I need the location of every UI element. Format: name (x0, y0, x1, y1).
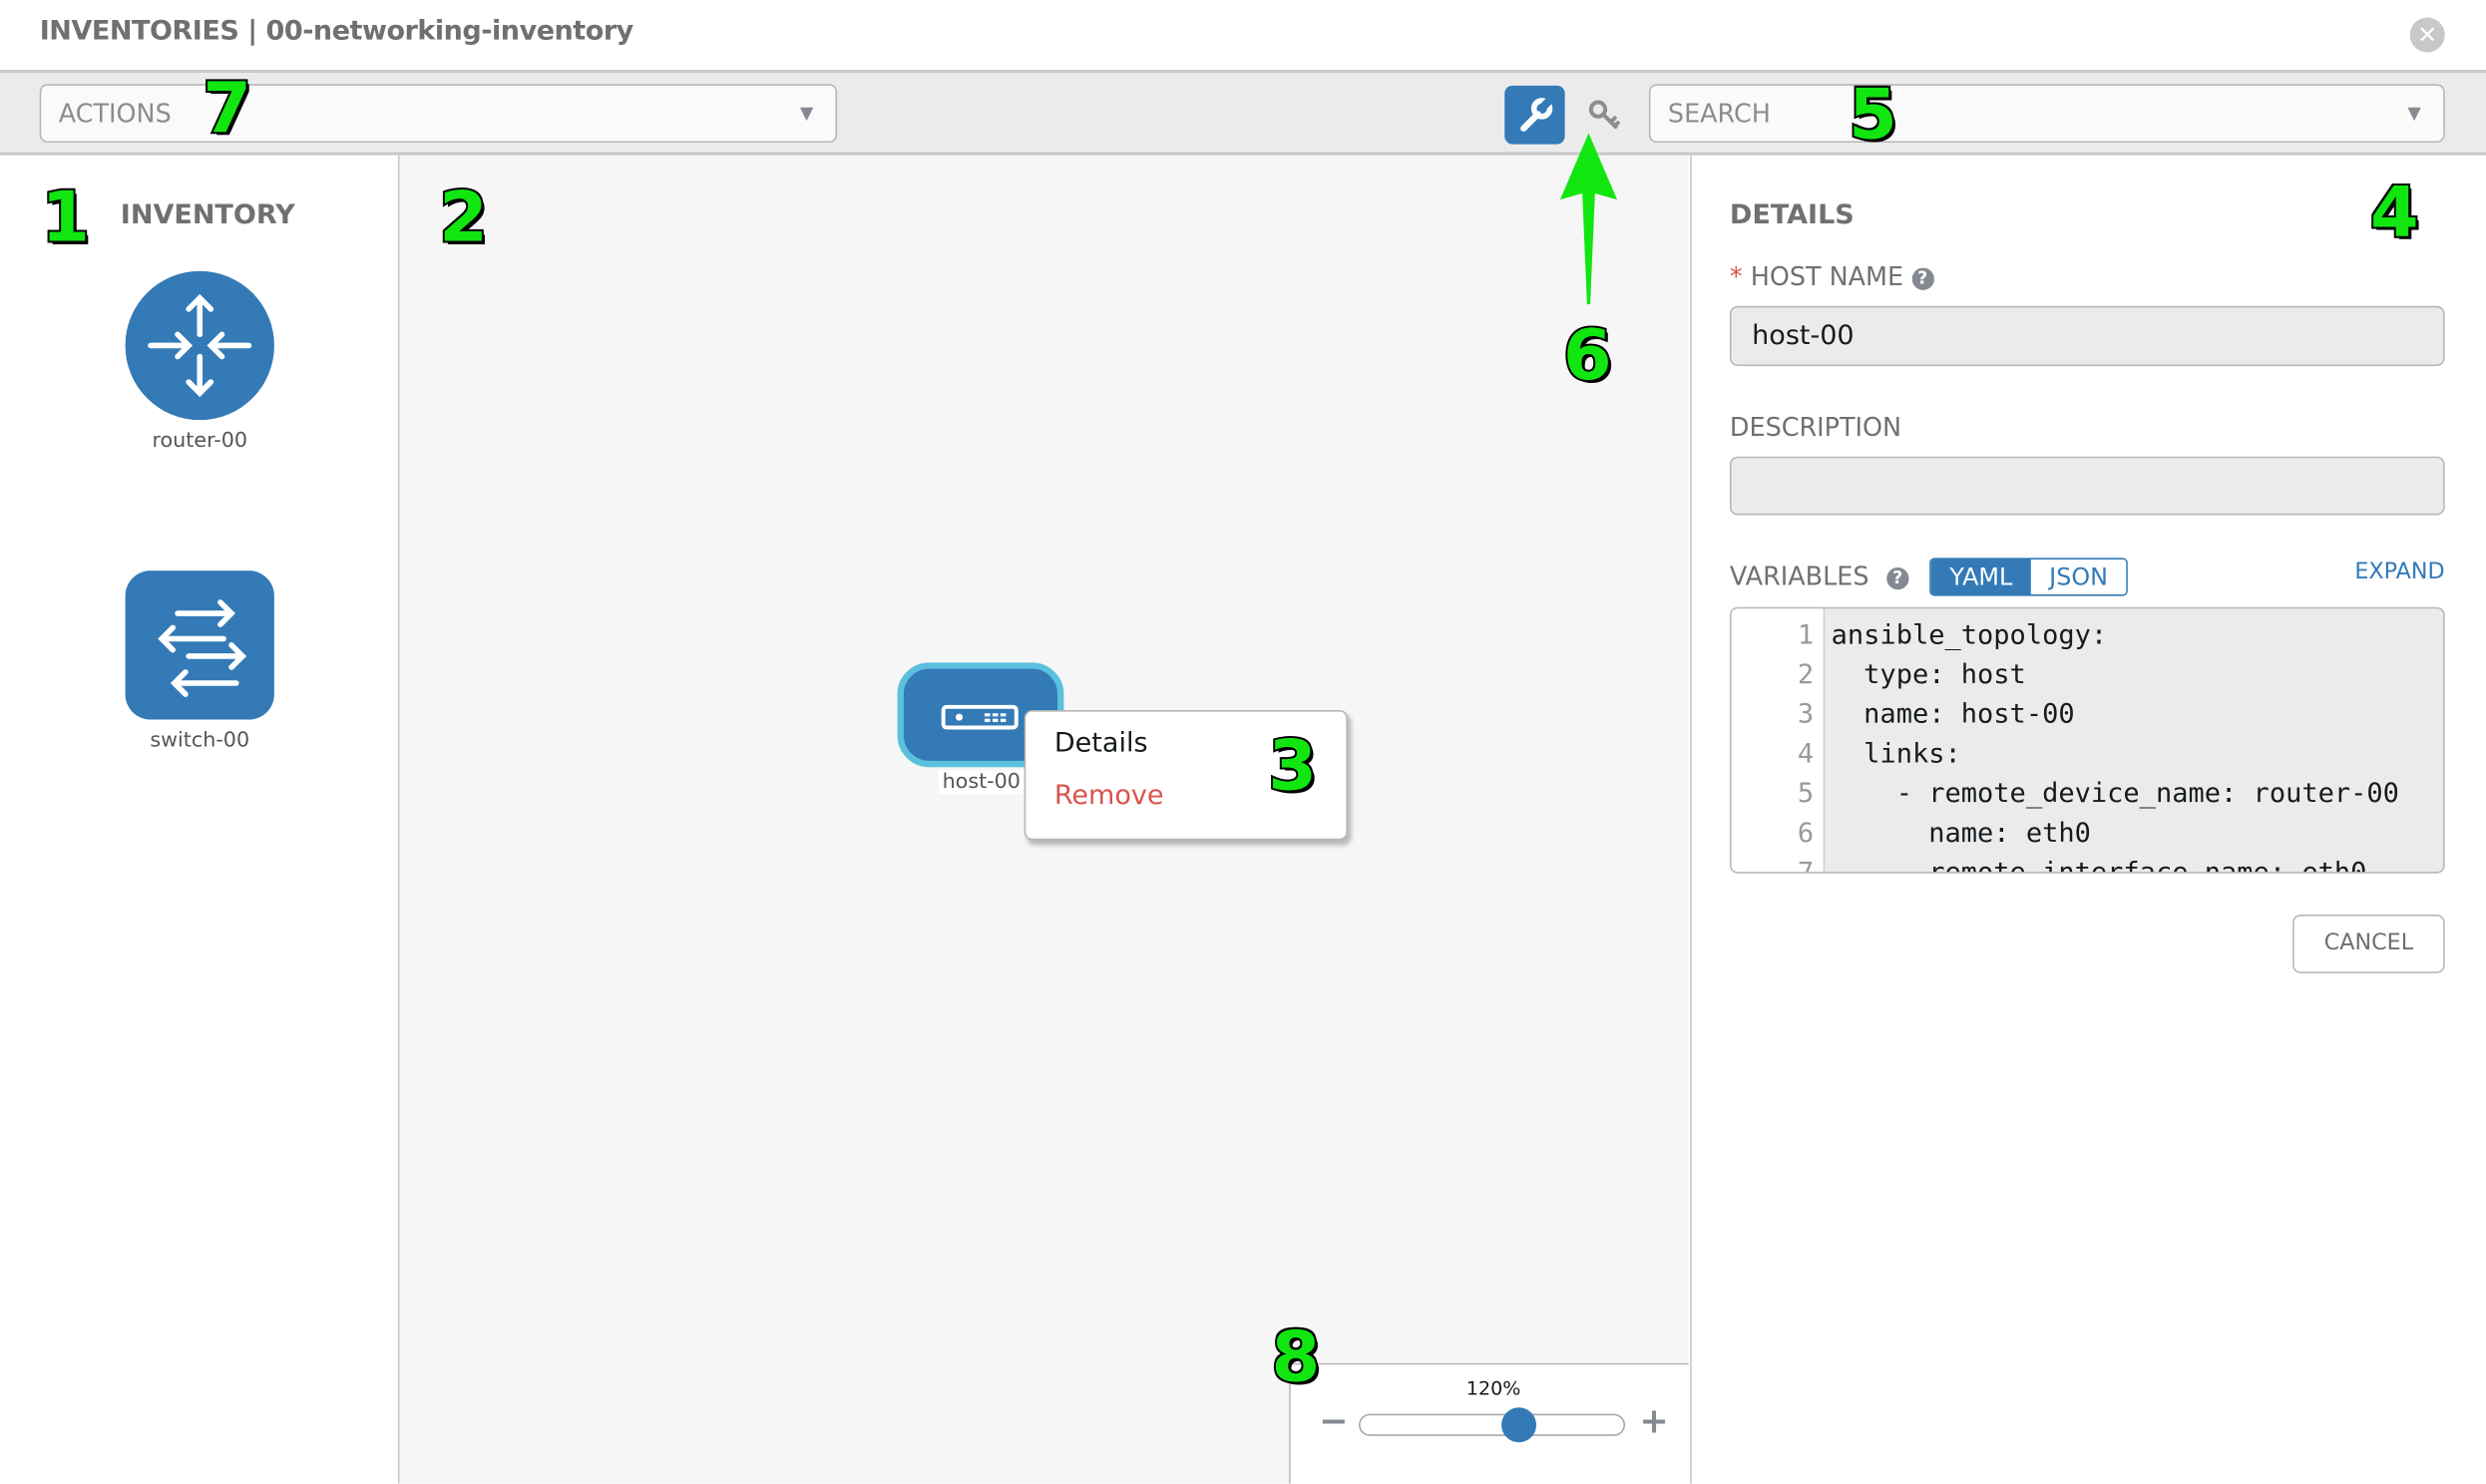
required-mark: * (1729, 261, 1743, 292)
inventory-title: INVENTORY (120, 199, 295, 232)
code-line: 1 ansible_topology: (1732, 616, 2444, 656)
zoom-level-label: 120% (1465, 1377, 1521, 1400)
host-label: host-00 (938, 770, 1025, 795)
line-number: 7 (1797, 857, 1815, 874)
chevron-down-icon: ▼ (799, 103, 814, 124)
variables-label: VARIABLES ? (1729, 560, 1909, 591)
line-number: 5 (1797, 778, 1815, 811)
menu-item-remove[interactable]: Remove (1053, 779, 1164, 812)
code-text: type: host (1831, 659, 2026, 691)
host-name-label: * HOST NAME ? (1729, 261, 1934, 292)
variables-text: VARIABLES (1729, 560, 1869, 591)
menu-item-details[interactable]: Details (1053, 727, 1148, 760)
inventory-item-router[interactable] (125, 270, 274, 421)
code-lines: 1 ansible_topology: 2 type: host 3 name: ho… (1732, 616, 2444, 874)
wrench-button[interactable] (1504, 85, 1565, 145)
code-text: name: host-00 (1831, 698, 2075, 731)
chevron-down-icon: ▼ (2407, 103, 2421, 124)
editor-gutter (1731, 608, 1826, 873)
zoom-out-button[interactable]: − (1319, 1402, 1349, 1443)
line-number: 6 (1797, 818, 1815, 850)
router-icon (125, 270, 274, 421)
line-number: 2 (1797, 659, 1815, 691)
host-name-text: HOST NAME (1750, 261, 1904, 292)
format-toggle: YAML JSON (1929, 557, 2128, 596)
router-label: router-00 (152, 429, 248, 454)
code-text: ansible_topology: (1831, 619, 2108, 652)
help-icon[interactable]: ? (1911, 267, 1934, 290)
help-icon[interactable]: ? (1886, 566, 1909, 590)
page-title: INVENTORIES | 00-networking-inventory (39, 15, 634, 48)
description-label: DESCRIPTION (1729, 412, 1902, 443)
annotation-4: 4 (2368, 173, 2421, 254)
line-number: 4 (1797, 738, 1815, 771)
annotation-7: 7 (201, 68, 253, 150)
context-menu: Details Remove (1024, 710, 1348, 841)
annotation-arrow-icon (1559, 133, 1618, 305)
key-icon[interactable] (1587, 99, 1622, 134)
switch-icon (125, 570, 274, 720)
close-icon[interactable]: ✕ (2409, 17, 2445, 53)
actions-dropdown[interactable]: ACTIONS ▼ (39, 84, 838, 144)
annotation-6: 6 (1561, 315, 1614, 397)
code-line: 5 - remote_device_name: router-00 (1732, 775, 2444, 815)
yaml-toggle[interactable]: YAML (1930, 559, 2031, 594)
zoom-in-button[interactable]: + (1639, 1402, 1669, 1443)
code-text: links: (1831, 738, 1961, 771)
switch-label: switch-00 (150, 729, 250, 753)
annotation-1: 1 (39, 178, 92, 259)
variables-editor[interactable]: 1 ansible_topology: 2 type: host 3 name: ho… (1729, 606, 2445, 874)
code-text: remote_interface_name: eth0 (1831, 857, 2367, 874)
annotation-2: 2 (437, 178, 490, 259)
host-server-icon (941, 704, 1019, 730)
header: INVENTORIES | 00-networking-inventory ✕ (0, 0, 2486, 74)
line-number: 3 (1797, 698, 1815, 731)
annotation-5: 5 (1847, 74, 1899, 156)
code-text: name: eth0 (1831, 818, 2091, 850)
description-input[interactable] (1729, 456, 2445, 516)
annotation-3: 3 (1266, 725, 1319, 807)
code-line: 4 links: (1732, 735, 2444, 775)
host-name-input[interactable]: host-00 (1729, 305, 2445, 367)
code-line: 2 type: host (1732, 656, 2444, 696)
wrench-icon (1520, 97, 1553, 132)
code-line: 3 name: host-00 (1732, 696, 2444, 736)
cancel-button[interactable]: CANCEL (2292, 915, 2445, 973)
search-label: SEARCH (1667, 98, 1771, 129)
actions-label: ACTIONS (58, 98, 172, 129)
json-toggle[interactable]: JSON (2030, 559, 2127, 594)
line-number: 1 (1797, 619, 1815, 652)
details-title: DETAILS (1729, 199, 1855, 232)
zoom-panel: 120% − + (1289, 1362, 1689, 1484)
inventory-item-switch[interactable] (125, 570, 274, 720)
zoom-slider-handle[interactable] (1500, 1407, 1536, 1443)
zoom-slider[interactable] (1359, 1413, 1626, 1436)
annotation-8: 8 (1270, 1316, 1323, 1398)
search-dropdown[interactable]: SEARCH ▼ (1648, 84, 2445, 144)
code-line: 7 remote_interface_name: eth0 (1732, 855, 2444, 874)
code-text: - remote_device_name: router-00 (1831, 778, 2399, 811)
expand-link[interactable]: EXPAND (2354, 559, 2445, 585)
code-line: 6 name: eth0 (1732, 815, 2444, 855)
